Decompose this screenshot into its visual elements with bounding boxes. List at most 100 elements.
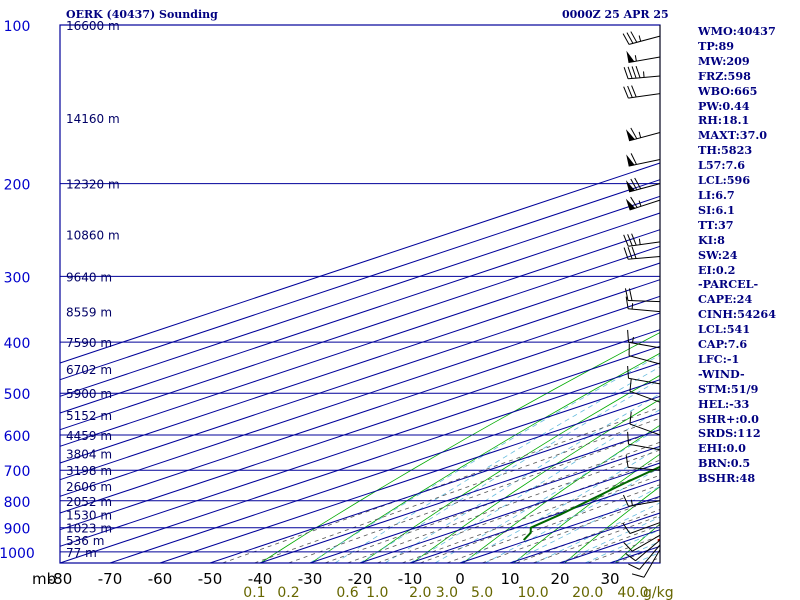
isotherm [559,529,661,564]
dry-adiabat [462,424,660,563]
index-item: WMO:40437 [698,24,776,38]
wind-barb-half-feather [631,336,634,344]
index-item: BSHR:48 [698,471,756,486]
height-label: 2052 m [66,495,112,509]
mixing-ratio-line [446,484,660,563]
mixing-ratio-label: 2.0 [409,585,431,600]
isotherm [359,462,661,564]
wind-barb-staff [629,522,661,534]
pressure-label-400: 400 [4,336,31,352]
wind-barb-feather [635,65,641,78]
wind-barb-feather [622,494,629,507]
index-item: CAPE:24 [698,292,753,307]
moist-adiabat [509,485,660,563]
wind-barb-feather [627,431,629,445]
pressure-label-700: 700 [4,464,31,480]
wind-barb-staff [628,241,661,247]
isotherm [59,195,661,397]
index-item: EI:0.2 [698,262,736,277]
wind-barb-half-feather [643,71,645,78]
wind-barb-feather [630,153,637,165]
isotherm [109,379,661,564]
index-item: PW:0.44 [698,98,750,113]
mixing-ratio-unit: g/kg [643,585,674,600]
index-item: LFC:-1 [698,351,740,366]
index-item: CINH:54264 [698,307,776,322]
mixing-ratio-label: 0.2 [277,585,299,600]
mixing-ratio-line [532,515,660,563]
isotherm [409,479,661,564]
height-label: 3804 m [66,447,112,461]
sounding-time: 0000Z 25 APR 25 [562,8,669,21]
wind-barb-feather [629,378,632,392]
dry-adiabat [513,453,660,563]
pressure-label-800: 800 [4,495,31,511]
isotherm [59,329,661,531]
background-lines [222,332,660,563]
index-item: LI:6.7 [698,187,735,202]
isotherm [59,362,661,564]
wind-barb-feather [626,32,634,44]
mixing-ratio-line [481,496,660,563]
height-label: 10860 m [66,229,120,243]
wind-barb-feather [631,66,637,79]
wind-barb-feather [623,66,629,80]
mixing-ratio-line [558,524,660,563]
wind-barb-staff [628,93,661,99]
wind-barb-pennant [626,154,635,167]
wind-barb-staff [628,183,661,193]
isotherm [59,295,661,497]
wind-barb-pennant [625,198,636,211]
wind-barb-staff [629,423,661,436]
wind-barb-feather [627,329,629,343]
index-item: -PARCEL- [698,277,759,292]
height-label: 77 m [66,546,97,560]
height-label: 5900 m [66,387,112,401]
isotherm [59,262,661,464]
wind-barb-staff [639,544,661,570]
pressure-label-900: 900 [4,522,31,538]
wind-barb-staff [628,377,661,385]
pressure-unit-label: mb [32,570,56,588]
isotherm [59,312,661,514]
wind-barb-feather [625,296,629,309]
mixing-ratio-line [222,407,660,563]
wind-barb-staff [628,35,661,45]
mixing-ratio-label: 20.0 [572,585,603,600]
mixing-ratio-line [254,417,660,563]
moist-adiabat [359,379,660,563]
temperature-tick-label: 10 [500,570,519,588]
height-label: 14160 m [66,112,120,126]
height-label: 8559 m [66,306,112,320]
wind-barb-feather [623,541,633,552]
wind-barb-feather [622,33,630,45]
wind-barb-staff [628,443,661,451]
wind-barb-staff [628,308,661,313]
temperature-tick-label: -20 [348,570,373,588]
height-label: 536 m [66,534,104,548]
index-item: BRN:0.5 [698,456,751,471]
wind-barb-feather [630,178,638,191]
temperature-tick-label: 30 [600,570,619,588]
wind-barb-feather [627,247,633,260]
traces [522,465,660,542]
temperature-tick-label: -40 [248,570,273,588]
plot-frame [59,24,661,564]
wind-barb-half-feather [638,238,641,245]
temperature-tick-label: -10 [398,570,423,588]
isotherm [459,495,661,564]
mixing-ratio-line [377,459,660,563]
stability-indices-list: WMO:40437 TP:89 MW:209 FRZ:598 WBO:665 PW:0.4… [698,24,798,486]
pressure-label-500: 500 [4,387,31,403]
mixing-ratio-line [516,509,660,563]
wind-barb-feather [631,233,637,246]
mixing-ratio-line [401,468,660,563]
chart-title: OERK (40437) Sounding [66,8,218,21]
mixing-ratio-label: 0.6 [336,585,358,600]
dewpoint-trace [522,465,660,541]
wind-barb-staff [632,534,661,552]
mixing-ratio-label: 10.0 [517,585,548,600]
wind-barb-feather [634,177,642,190]
temperature-tick-label: 0 [455,570,465,588]
